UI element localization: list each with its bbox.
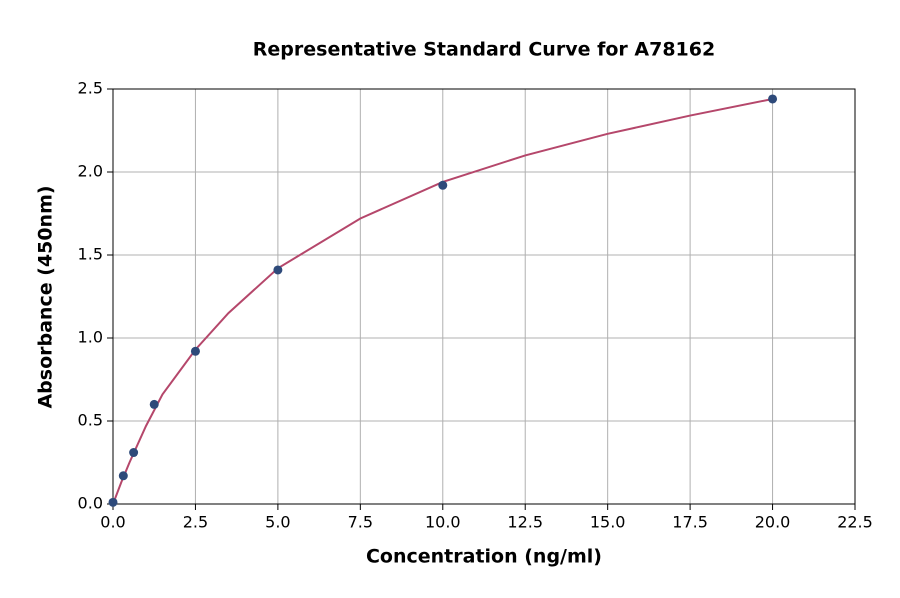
x-tick-label: 22.5 — [837, 513, 873, 532]
y-tick-label: 2.5 — [78, 79, 103, 98]
data-point — [118, 471, 128, 481]
data-point — [438, 180, 448, 190]
data-point — [190, 346, 200, 356]
x-tick-label: 7.5 — [348, 513, 373, 532]
x-axis-label: Concentration (ng/ml) — [366, 546, 602, 568]
chart-title: Representative Standard Curve for A78162 — [253, 39, 715, 61]
y-tick-label: 0.5 — [78, 411, 103, 430]
x-tick-label: 15.0 — [590, 513, 626, 532]
y-tick-label: 2.0 — [78, 162, 103, 181]
x-tick-label: 10.0 — [425, 513, 461, 532]
x-tick-label: 17.5 — [672, 513, 708, 532]
y-axis-label: Absorbance (450nm) — [35, 185, 57, 408]
data-point — [108, 497, 118, 507]
y-tick-label: 1.0 — [78, 328, 103, 347]
data-point — [149, 399, 159, 409]
y-tick-label: 1.5 — [78, 245, 103, 264]
y-tick-label: 0.0 — [78, 494, 103, 513]
plot-frame — [112, 88, 856, 505]
x-tick-label: 5.0 — [265, 513, 290, 532]
x-tick-label: 0.0 — [100, 513, 125, 532]
x-tick-label: 20.0 — [755, 513, 791, 532]
data-point — [129, 448, 139, 458]
data-point — [768, 94, 778, 104]
x-tick-label: 2.5 — [183, 513, 208, 532]
x-tick-label: 12.5 — [507, 513, 543, 532]
data-point — [273, 265, 283, 275]
